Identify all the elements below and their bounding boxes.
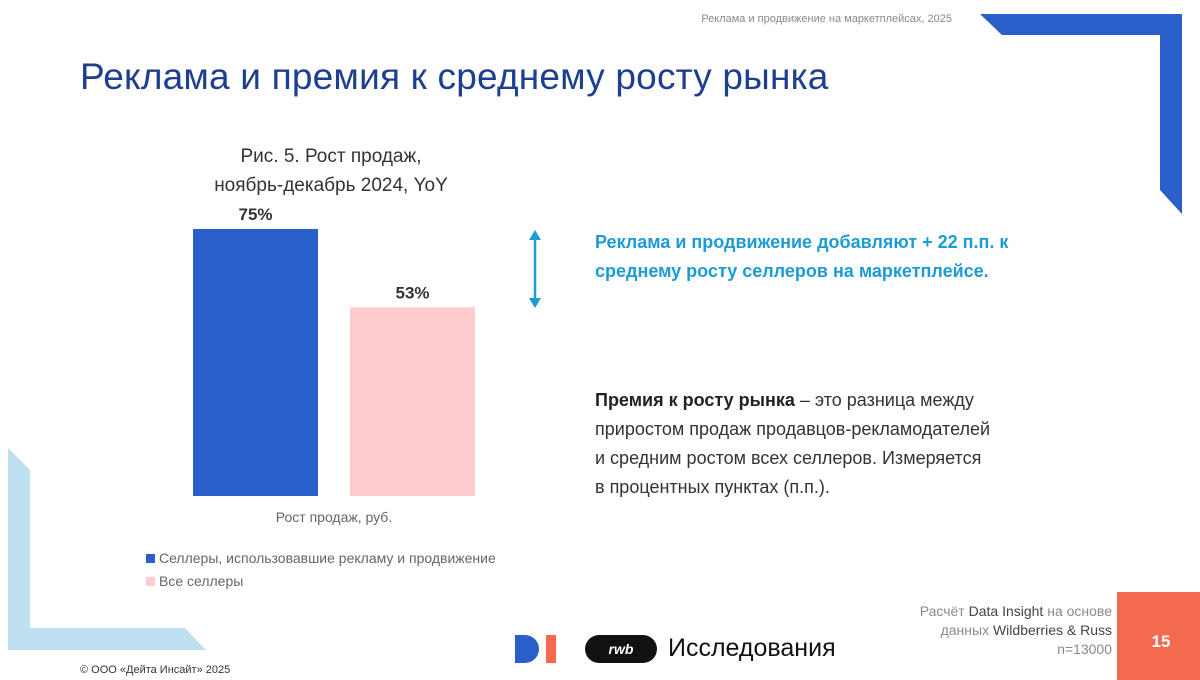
- legend-swatch-all-sellers: [146, 576, 155, 586]
- chart-title: Рис. 5. Рост продаж, ноябрь-декабрь 2024…: [186, 142, 476, 200]
- legend-label-all-sellers: Все селлеры: [159, 573, 244, 589]
- double-arrow-icon: [529, 230, 541, 308]
- bar-all-sellers: [350, 307, 475, 496]
- legend-item-all-sellers: Все селлеры: [146, 573, 243, 589]
- source-org: Data Insight: [968, 603, 1044, 619]
- corner-blue-shape: [980, 14, 1182, 214]
- header-note: Реклама и продвижение на маркетплейсах, …: [701, 13, 952, 25]
- legend-swatch-advertisers: [146, 553, 155, 563]
- bar-advertisers: [193, 229, 318, 496]
- legend-label-advertisers: Селлеры, использовавшие рекламу и продви…: [159, 550, 496, 566]
- source-middle: на основе данных: [940, 603, 1112, 638]
- chart-title-line1: Рис. 5. Рост продаж,: [240, 146, 422, 167]
- research-label: Исследования: [668, 634, 836, 662]
- page-number-box: [1117, 592, 1200, 680]
- x-axis-label: Рост продаж, руб.: [276, 509, 392, 525]
- source-prefix: Расчёт: [919, 603, 969, 619]
- data-insight-logo: DI: [515, 635, 556, 663]
- highlight-text: Реклама и продвижение добавляют + 22 п.п…: [595, 232, 1009, 281]
- source-data: Wildberries & Russ: [992, 622, 1112, 638]
- page-title: Реклама и премия к среднему росту рынка: [80, 56, 829, 97]
- definition-term: Премия к росту рынка: [595, 390, 795, 410]
- copyright: © ООО «Дейта Инсайт» 2025: [80, 664, 231, 676]
- legend-item-advertisers: Селлеры, использовавшие рекламу и продви…: [146, 550, 496, 566]
- page-number: 15: [1151, 632, 1171, 651]
- data-label-all-sellers: 53%: [395, 283, 429, 302]
- corner-light-shape: [8, 448, 206, 650]
- source-sample-size: n=13000: [1057, 641, 1112, 657]
- definition-text: Премия к росту рынка – это разница между…: [595, 386, 995, 502]
- definition-body: – это разница между приростом продаж про…: [595, 390, 991, 497]
- source-note: Расчёт Data Insight на основе данных Wil…: [880, 602, 1112, 659]
- data-label-advertisers: 75%: [238, 205, 272, 224]
- chart-title-line2: ноябрь-декабрь 2024, YoY: [214, 175, 448, 196]
- rwd-logo: rwb: [585, 635, 657, 663]
